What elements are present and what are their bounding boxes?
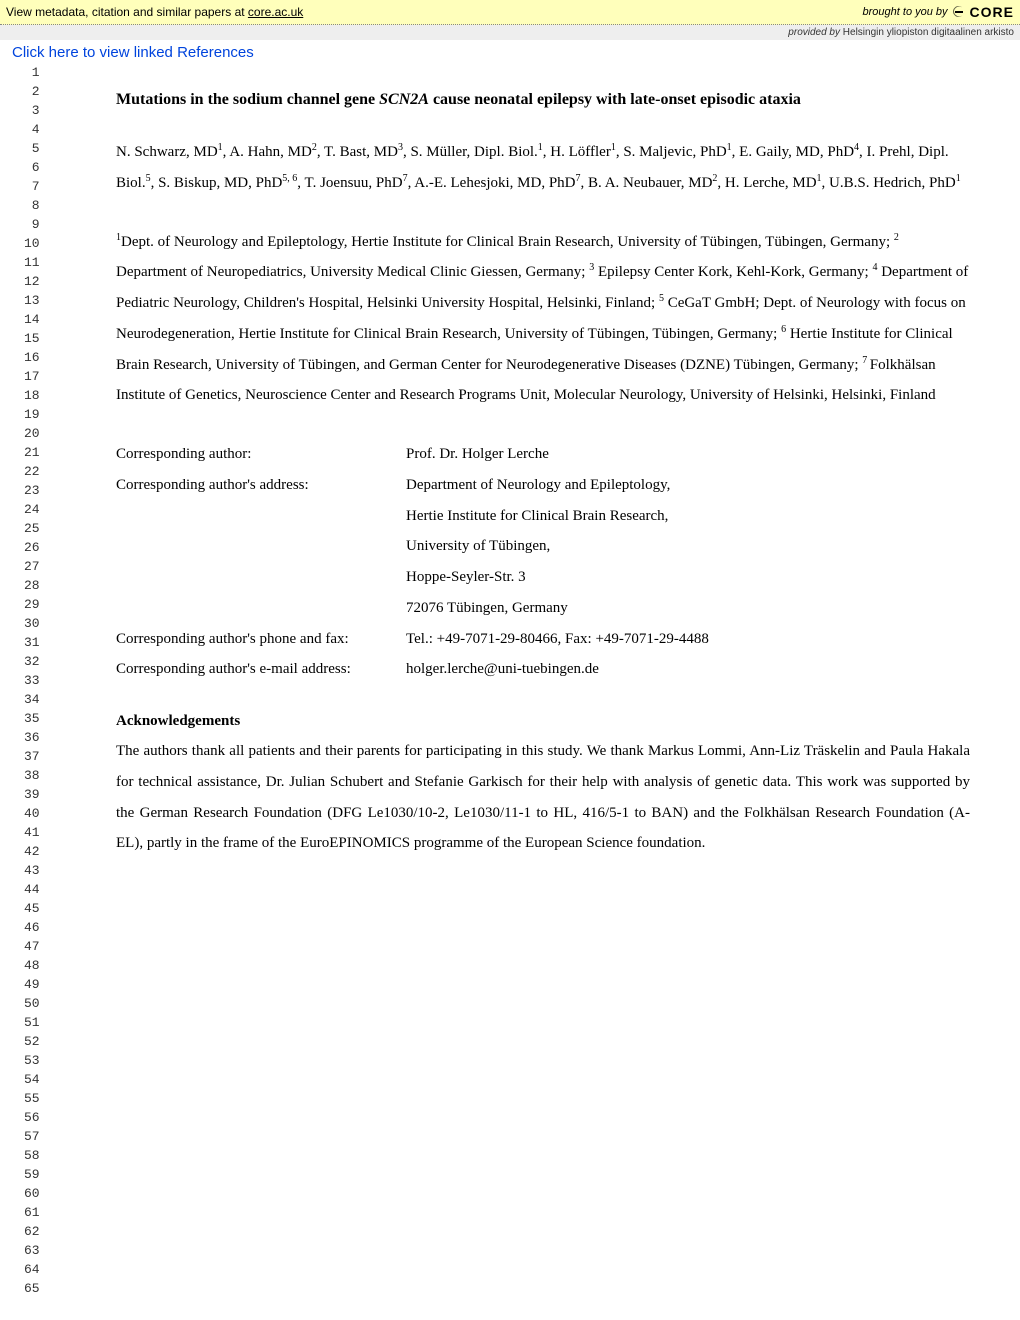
linked-references-link[interactable]: Click here to view linked References — [0, 40, 1020, 61]
corresponding-row: Corresponding author's e-mail address:ho… — [116, 654, 970, 685]
corresponding-author-block: Corresponding author:Prof. Dr. Holger Le… — [116, 439, 970, 685]
corresponding-label — [116, 501, 406, 532]
corresponding-value: Prof. Dr. Holger Lerche — [406, 439, 970, 470]
metadata-prefix: View metadata, citation and similar pape… — [6, 5, 248, 19]
corresponding-label: Corresponding author's address: — [116, 470, 406, 501]
corresponding-value: 72076 Tübingen, Germany — [406, 593, 970, 624]
metadata-notice: View metadata, citation and similar pape… — [6, 5, 303, 19]
corresponding-label: Corresponding author: — [116, 439, 406, 470]
core-logo-icon — [952, 5, 966, 19]
corresponding-value: Hoppe-Seyler-Str. 3 — [406, 562, 970, 593]
corresponding-row: Corresponding author's phone and fax:Tel… — [116, 624, 970, 655]
affiliations: 1Dept. of Neurology and Epileptology, He… — [116, 227, 970, 412]
provider-bar: provided by Helsingin yliopiston digitaa… — [0, 25, 1020, 40]
title-post: cause neonatal epilepsy with late-onset … — [429, 91, 801, 108]
author-list: N. Schwarz, MD1, A. Hahn, MD2, T. Bast, … — [116, 137, 970, 199]
corresponding-value: University of Tübingen, — [406, 531, 970, 562]
title-gene: SCN2A — [379, 91, 429, 108]
corresponding-row: Hertie Institute for Clinical Brain Rese… — [116, 501, 970, 532]
core-link[interactable]: core.ac.uk — [248, 5, 303, 19]
line-number-gutter: 1 2 3 4 5 6 7 8 910111213141516171819202… — [24, 61, 40, 1298]
corresponding-label — [116, 531, 406, 562]
corresponding-value: holger.lerche@uni-tuebingen.de — [406, 654, 970, 685]
acknowledgements-heading: Acknowledgements — [116, 713, 970, 730]
corresponding-row: Corresponding author:Prof. Dr. Holger Le… — [116, 439, 970, 470]
corresponding-label — [116, 593, 406, 624]
linked-refs-text: Click here to view linked References — [12, 44, 254, 61]
brought-prefix: brought to you by — [863, 6, 948, 18]
acknowledgements-body: The authors thank all patients and their… — [116, 736, 970, 859]
corresponding-row: 72076 Tübingen, Germany — [116, 593, 970, 624]
corresponding-row: University of Tübingen, — [116, 531, 970, 562]
corresponding-value: Hertie Institute for Clinical Brain Rese… — [406, 501, 970, 532]
core-topbar: View metadata, citation and similar pape… — [0, 0, 1020, 25]
core-brand[interactable]: CORE — [970, 4, 1014, 20]
corresponding-value: Department of Neurology and Epileptology… — [406, 470, 970, 501]
corresponding-row: Corresponding author's address:Departmen… — [116, 470, 970, 501]
corresponding-value: Tel.: +49-7071-29-80466, Fax: +49-7071-2… — [406, 624, 970, 655]
provider-prefix: provided by — [788, 27, 842, 38]
page-body: 1 2 3 4 5 6 7 8 910111213141516171819202… — [0, 61, 1020, 879]
corresponding-row: Hoppe-Seyler-Str. 3 — [116, 562, 970, 593]
corresponding-label: Corresponding author's e-mail address: — [116, 654, 406, 685]
brought-by: brought to you by CORE — [863, 4, 1014, 20]
corresponding-label — [116, 562, 406, 593]
article-title: Mutations in the sodium channel gene SCN… — [116, 91, 970, 109]
manuscript-content: Mutations in the sodium channel gene SCN… — [56, 61, 1020, 879]
title-pre: Mutations in the sodium channel gene — [116, 91, 379, 108]
provider-source: Helsingin yliopiston digitaalinen arkist… — [843, 27, 1014, 38]
corresponding-label: Corresponding author's phone and fax: — [116, 624, 406, 655]
